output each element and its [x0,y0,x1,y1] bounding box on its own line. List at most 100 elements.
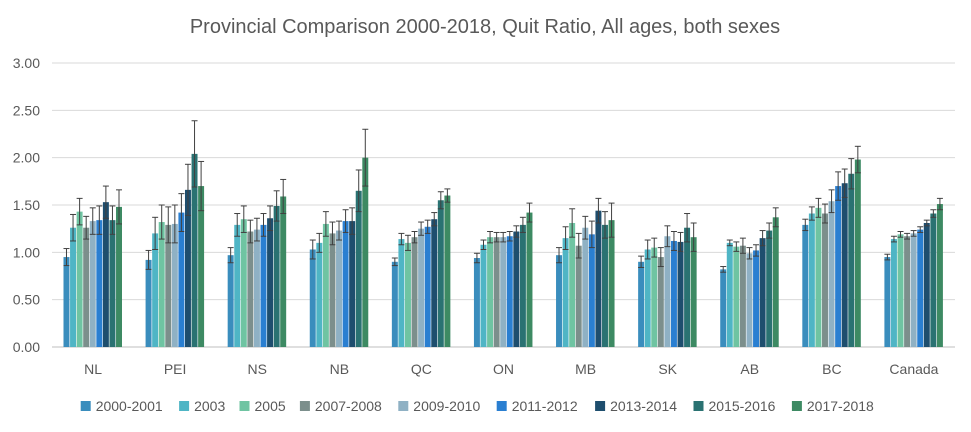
bar [191,153,198,347]
legend-swatch [693,401,704,411]
bar [165,224,172,347]
bar [822,213,828,347]
bar [500,237,507,347]
x-tick-label: NS [248,361,267,377]
legend-swatch [595,401,606,411]
bar [638,261,645,347]
bar [96,220,103,347]
legend-label: 2009-2010 [413,398,480,414]
bar [917,229,924,347]
bar [424,226,431,347]
legend-label: 2005 [255,398,286,414]
bar [562,238,569,347]
bar [690,237,697,347]
bar [569,222,576,347]
y-tick-label: 1.00 [13,244,40,260]
bar [575,245,582,347]
bar [89,221,96,347]
x-tick-label: SK [658,361,677,377]
bar [152,233,159,347]
x-tick-label: AB [740,361,759,377]
x-tick-label: BC [822,361,841,377]
legend-swatch [179,401,190,411]
bar [766,230,773,347]
legend-label: 2017-2018 [807,398,874,414]
legend-label: 2015-2016 [709,398,776,414]
bar [240,219,247,347]
bar [720,269,727,347]
bar [897,234,904,347]
y-tick-label: 1.50 [13,197,40,213]
bar [923,222,930,347]
bar [109,220,116,347]
bar [418,228,425,347]
x-tick-label: QC [411,361,432,377]
bar [848,173,855,347]
bar [519,224,526,347]
bar [651,247,658,347]
legend-label: 2003 [194,398,225,414]
bar [726,242,733,347]
bar [437,200,444,347]
bar [841,183,848,347]
bar [444,195,451,347]
bar [602,224,608,347]
y-tick-label: 0.50 [13,292,40,308]
x-axis: NL PEI NS NB QC ON MB SK AB BC Canada [84,361,939,377]
bar [70,227,77,347]
bar [739,245,746,347]
bar [936,204,943,347]
y-tick-label: 2.00 [13,150,40,166]
x-tick-label: Canada [889,361,938,377]
bar [595,210,602,347]
y-tick-label: 0.00 [13,339,40,355]
bar [910,233,917,347]
bar [772,217,779,347]
bar [116,206,122,347]
bar [404,242,411,347]
bar [513,231,520,347]
bar [677,241,684,347]
bar [411,237,418,347]
bar [684,227,691,347]
bar [884,257,891,347]
bar [342,221,349,347]
bar [398,239,405,347]
bar [362,157,369,347]
bar [759,238,766,347]
bar [644,249,651,347]
bar [746,253,753,347]
error-bars [63,120,943,273]
bar [198,186,205,347]
bar [336,230,343,347]
bar [493,237,500,347]
chart-title: Provincial Comparison 2000-2018, Quit Ra… [190,16,780,38]
y-tick-label: 3.00 [13,55,40,71]
bar [234,224,241,347]
bar [280,196,287,347]
bar [322,223,329,347]
legend-swatch [496,401,507,411]
bar [835,186,842,347]
legend-label: 2007-2008 [315,398,382,414]
legend-swatch [239,401,250,411]
bars [63,153,943,347]
x-tick-label: NB [330,361,349,377]
bar [608,220,615,347]
x-tick-label: MB [575,361,596,377]
bar [802,224,809,347]
bar [733,246,740,347]
bar [316,242,323,347]
bar [309,249,316,347]
bar [480,244,487,347]
bar [145,259,152,347]
bar [556,255,563,347]
legend-swatch [299,401,310,411]
bar [753,250,760,347]
x-tick-label: NL [84,361,102,377]
bar [828,201,835,347]
bar [76,211,83,347]
bar [670,240,677,347]
bar [178,212,185,347]
